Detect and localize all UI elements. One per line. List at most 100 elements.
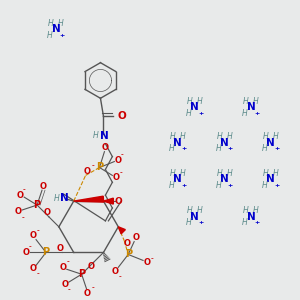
Text: +: + — [228, 183, 233, 188]
Text: -: - — [119, 272, 122, 281]
Text: O: O — [56, 244, 63, 253]
Text: N: N — [220, 138, 229, 148]
Polygon shape — [74, 196, 103, 202]
Text: -: - — [29, 242, 32, 251]
Text: H: H — [197, 97, 203, 106]
Text: +: + — [59, 32, 64, 38]
Text: +: + — [254, 220, 260, 225]
Text: O: O — [40, 182, 46, 191]
Text: O: O — [102, 143, 109, 152]
Text: H: H — [169, 181, 175, 190]
Text: H: H — [169, 144, 175, 153]
Text: P: P — [34, 200, 40, 210]
Text: N: N — [266, 138, 275, 148]
Text: O: O — [59, 263, 66, 272]
Text: O: O — [15, 208, 22, 217]
Text: H: H — [180, 169, 186, 178]
Text: P: P — [96, 163, 103, 172]
Text: -: - — [121, 150, 124, 159]
Text: -: - — [68, 286, 70, 295]
Text: H: H — [217, 169, 222, 178]
Text: O: O — [143, 258, 151, 267]
Text: +: + — [254, 111, 260, 116]
Text: H: H — [242, 109, 248, 118]
Text: +: + — [198, 111, 203, 116]
Text: H: H — [187, 206, 193, 215]
Text: H: H — [273, 169, 279, 178]
Text: H: H — [215, 144, 221, 153]
Text: H: H — [58, 19, 64, 28]
Text: P: P — [124, 250, 132, 260]
Text: +: + — [228, 146, 233, 151]
Text: -: - — [22, 213, 25, 222]
Text: H: H — [262, 181, 268, 190]
Text: -: - — [91, 284, 94, 292]
Text: H: H — [48, 19, 54, 28]
Text: O: O — [113, 173, 120, 182]
Text: O: O — [124, 239, 131, 248]
Text: H: H — [243, 97, 249, 106]
Text: -: - — [151, 254, 153, 263]
Text: N: N — [247, 212, 255, 222]
Text: H: H — [54, 194, 60, 202]
Text: H: H — [263, 169, 269, 178]
Text: O: O — [44, 208, 50, 217]
Text: H: H — [180, 132, 186, 141]
Text: H: H — [242, 218, 248, 227]
Text: H: H — [273, 132, 279, 141]
Text: O: O — [30, 264, 37, 273]
Text: O: O — [61, 280, 68, 289]
Text: O: O — [23, 248, 30, 257]
Text: O: O — [17, 191, 24, 200]
Text: H: H — [226, 132, 232, 141]
Text: N: N — [190, 212, 199, 222]
Text: O: O — [112, 267, 119, 276]
Text: H: H — [186, 218, 191, 227]
Text: N: N — [60, 193, 69, 203]
Text: -: - — [37, 226, 39, 235]
Text: -: - — [23, 185, 26, 194]
Text: H: H — [47, 31, 53, 40]
Text: H: H — [226, 169, 232, 178]
Text: -: - — [66, 257, 69, 266]
Text: -: - — [120, 168, 123, 177]
Text: P: P — [78, 269, 85, 279]
Text: O: O — [115, 156, 122, 165]
Text: H: H — [253, 206, 259, 215]
Polygon shape — [118, 227, 125, 234]
Text: N: N — [190, 102, 199, 112]
Text: +: + — [181, 183, 186, 188]
Text: N: N — [266, 174, 275, 184]
Text: O: O — [30, 231, 37, 240]
Text: +: + — [274, 183, 279, 188]
Text: N: N — [173, 174, 182, 184]
Polygon shape — [103, 198, 113, 204]
Text: N: N — [100, 131, 109, 141]
Text: N: N — [220, 174, 229, 184]
Text: H: H — [215, 181, 221, 190]
Text: H: H — [93, 131, 98, 140]
Text: +: + — [198, 220, 203, 225]
Text: +: + — [274, 146, 279, 151]
Text: -: - — [37, 269, 39, 278]
Text: O: O — [114, 196, 122, 206]
Text: P: P — [42, 248, 50, 257]
Text: -: - — [91, 161, 94, 170]
Text: N: N — [52, 24, 60, 34]
Text: H: H — [263, 132, 269, 141]
Text: H: H — [197, 206, 203, 215]
Text: +: + — [181, 146, 186, 151]
Text: H: H — [253, 97, 259, 106]
Text: N: N — [247, 102, 255, 112]
Text: O: O — [84, 167, 91, 176]
Text: O: O — [133, 233, 140, 242]
Text: O: O — [88, 262, 95, 271]
Text: H: H — [262, 144, 268, 153]
Text: H: H — [170, 169, 176, 178]
Text: H: H — [243, 206, 249, 215]
Text: N: N — [173, 138, 182, 148]
Text: O: O — [118, 111, 127, 121]
Text: H: H — [217, 132, 222, 141]
Text: H: H — [187, 97, 193, 106]
Text: H: H — [186, 109, 191, 118]
